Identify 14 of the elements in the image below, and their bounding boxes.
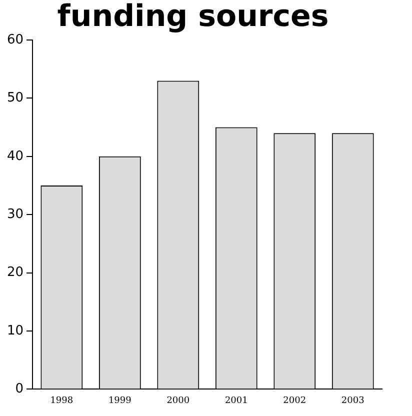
- y-tick-label: 50: [6, 90, 24, 106]
- x-tick-label: 2000: [166, 396, 190, 406]
- x-tick-label: 1999: [108, 396, 132, 406]
- y-tick-label: 0: [15, 382, 24, 397]
- x-tick-label: 2001: [224, 396, 248, 406]
- y-tick-label: 40: [6, 148, 24, 164]
- y-tick-label: 10: [6, 323, 24, 338]
- chart-title: funding sources: [57, 0, 329, 34]
- y-tick-label: 30: [6, 206, 24, 222]
- x-tick-label: 1998: [50, 396, 74, 406]
- x-tick-label: 2003: [341, 396, 365, 406]
- x-tick-label: 2002: [283, 396, 306, 406]
- y-tick-label: 20: [6, 265, 24, 280]
- y-tick-label: 60: [6, 32, 24, 48]
